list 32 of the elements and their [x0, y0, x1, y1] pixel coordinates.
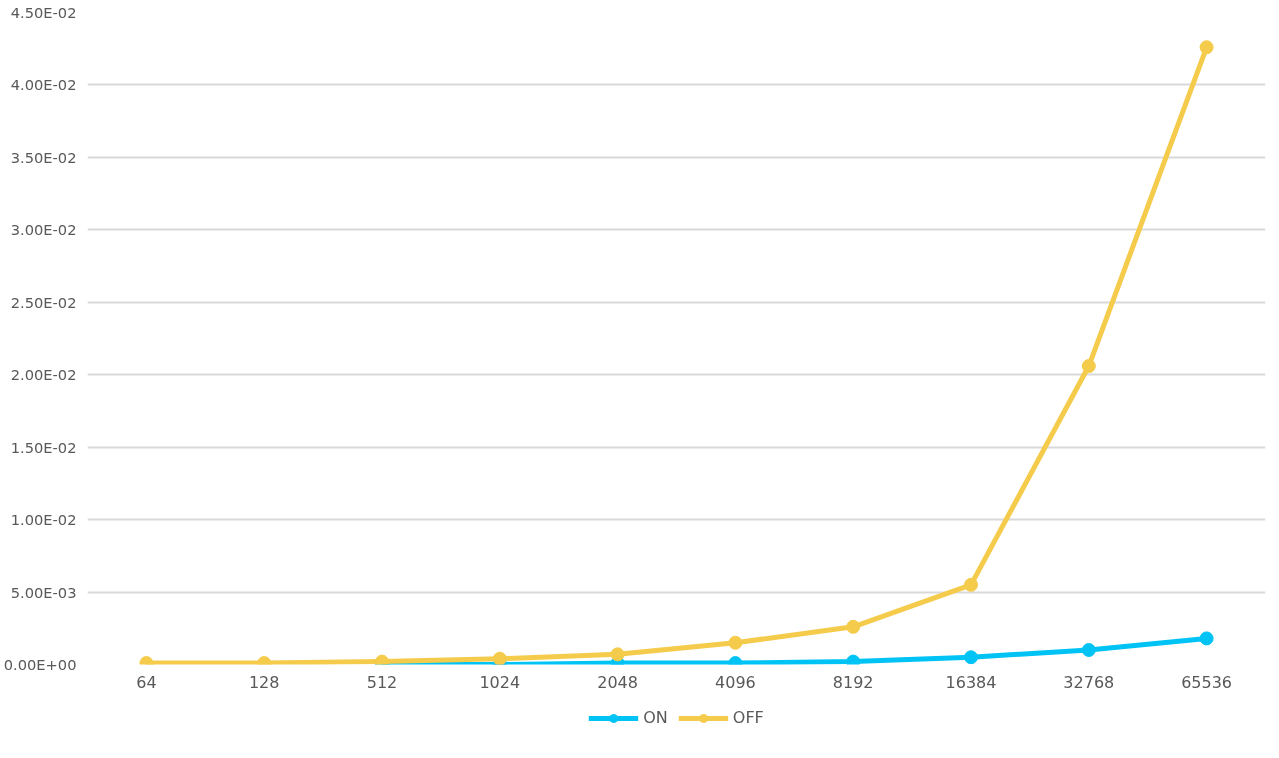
point — [1081, 359, 1096, 374]
x-tick-label: 4096 — [715, 672, 756, 692]
y-tick-label: 2.00E-02 — [10, 366, 77, 384]
y-tick-label: 2.50E-02 — [10, 293, 77, 311]
point — [964, 577, 978, 592]
point — [728, 635, 743, 650]
point — [964, 650, 978, 665]
y-tick-label: 0.00E+00 — [3, 656, 77, 673]
point — [492, 651, 507, 665]
y-tick-label: 3.00E-02 — [10, 221, 77, 239]
y-tick-label: 4.50E-02 — [10, 4, 77, 21]
legend-label: OFF — [732, 708, 764, 727]
legend-label: ON — [643, 708, 668, 727]
y-tick-label: 1.50E-02 — [10, 438, 77, 456]
y-tick-label: 1.00E-02 — [10, 511, 77, 529]
x-tick-label: 16384 — [945, 672, 997, 692]
x-tick-label: 64 — [136, 672, 157, 692]
x-tick-label: 128 — [248, 672, 280, 692]
x-tick-label: 2048 — [597, 672, 638, 692]
point — [1081, 643, 1096, 657]
x-tick-label: 65536 — [1181, 672, 1233, 692]
y-tick-label: 4.00E-02 — [10, 76, 77, 94]
x-tick-label: 1024 — [479, 672, 521, 692]
x-tick-label: 8192 — [832, 672, 874, 692]
point — [1199, 631, 1214, 646]
point — [846, 619, 861, 634]
point — [1199, 40, 1214, 55]
x-tick-label: 512 — [366, 672, 398, 692]
point — [610, 647, 625, 662]
y-tick-label: 5.00E-03 — [10, 583, 77, 601]
x-tick-label: 32768 — [1063, 672, 1115, 692]
y-tick-label: 3.50E-02 — [10, 148, 77, 166]
